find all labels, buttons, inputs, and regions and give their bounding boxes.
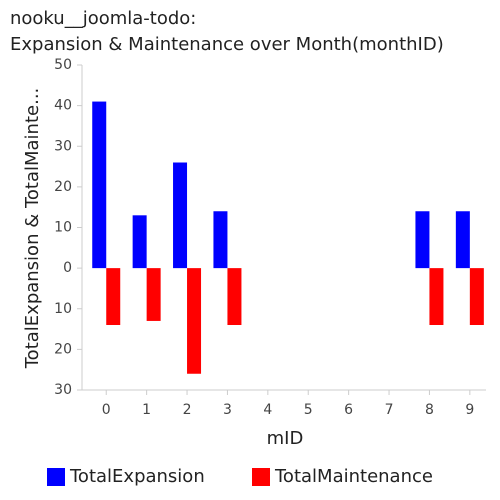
legend-label: TotalMaintenance: [274, 466, 433, 487]
bar: [469, 268, 484, 325]
bar: [92, 101, 107, 269]
x-tick-label: 5: [304, 402, 313, 418]
legend-swatch: [47, 468, 65, 486]
legend-label: TotalExpansion: [69, 466, 205, 487]
chart-title: Expansion & Maintenance over Month(month…: [10, 34, 444, 55]
y-tick-label: 10: [54, 220, 72, 236]
x-tick-label: 7: [385, 402, 394, 418]
x-tick-label: 1: [142, 402, 151, 418]
x-tick-label: 3: [223, 402, 232, 418]
y-tick-label: 10: [54, 301, 72, 317]
x-tick-label: 6: [344, 402, 353, 418]
bar: [455, 211, 470, 269]
x-tick-label: 4: [263, 402, 272, 418]
chart-title: nooku__joomla-todo:: [10, 8, 196, 29]
bar: [187, 268, 202, 374]
bar: [173, 162, 188, 269]
y-tick-label: 20: [54, 179, 72, 195]
y-tick-label: 30: [54, 138, 72, 154]
legend-swatch: [252, 468, 270, 486]
bar: [132, 215, 147, 269]
bar: [106, 268, 121, 325]
x-tick-label: 0: [102, 402, 111, 418]
bar: [429, 268, 444, 325]
x-tick-label: 8: [425, 402, 434, 418]
y-tick-label: 0: [63, 260, 72, 276]
x-tick-label: 2: [183, 402, 192, 418]
y-axis-label: TotalExpansion & TotalMainte...: [22, 88, 43, 370]
x-axis-label: mID: [267, 428, 304, 449]
bar: [146, 268, 161, 321]
bar: [213, 211, 228, 269]
x-tick-label: 9: [465, 402, 474, 418]
bar: [227, 268, 242, 325]
y-tick-label: 40: [54, 98, 72, 114]
y-tick-label: 20: [54, 341, 72, 357]
y-tick-label: 50: [54, 57, 72, 73]
bar: [415, 211, 430, 269]
y-tick-label: 30: [54, 382, 72, 398]
